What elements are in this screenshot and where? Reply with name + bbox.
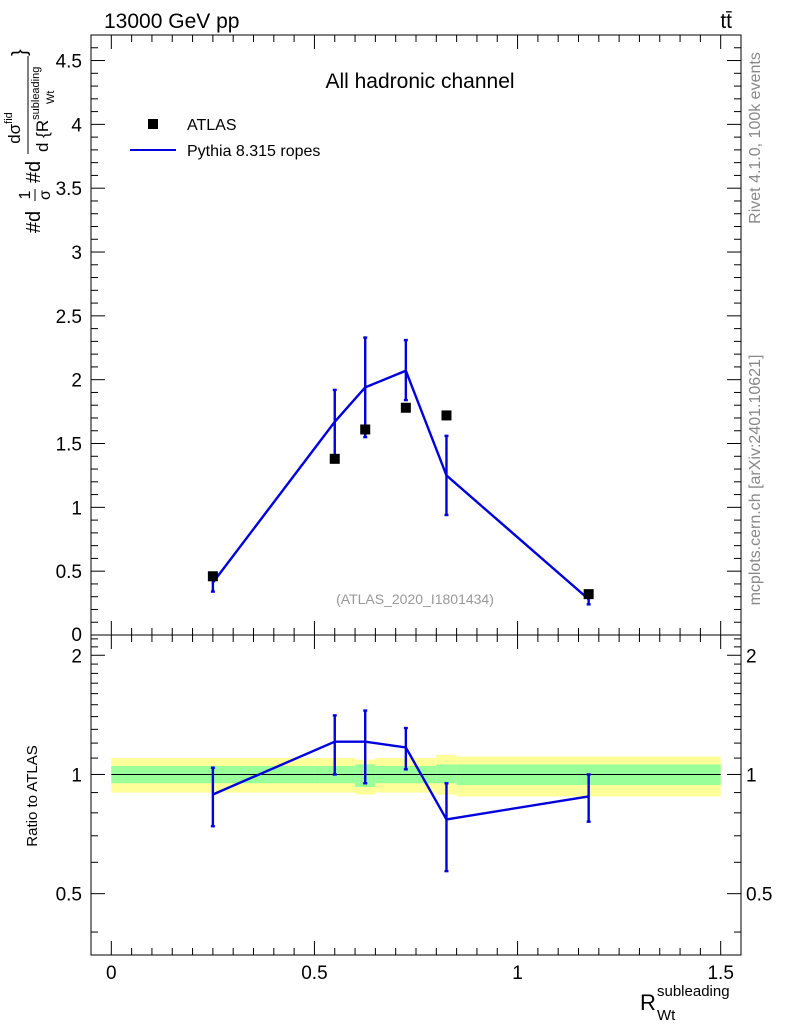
ylabel-frac2-den-sup: subleading <box>30 67 42 120</box>
legend-atlas-marker <box>148 119 158 129</box>
x-axis-label-sub: Wt <box>657 1007 676 1024</box>
ylabel-prefix: #d <box>23 211 45 233</box>
legend-atlas-label: ATLAS <box>187 117 237 134</box>
ratio-frame <box>90 634 742 956</box>
atlas-data-point <box>583 589 594 600</box>
x-axis-label: R subleading Wt <box>640 983 730 1024</box>
main-title: All hadronic channel <box>325 70 514 93</box>
atlas-data-point <box>329 453 340 464</box>
ratio-y-label: Ratio to ATLAS <box>24 745 41 846</box>
main-y-tick-label: 4 <box>71 115 82 136</box>
ratio-y-tick-label: 0.5 <box>56 885 82 906</box>
main-y-tick-label: 4.5 <box>56 52 82 73</box>
energy-label: 13000 GeV pp <box>104 10 239 33</box>
legend: ATLAS Pythia 8.315 ropes <box>130 117 320 160</box>
ylabel-frac2-den: d {R <box>33 120 52 152</box>
x-tick-label: 0.5 <box>301 963 327 984</box>
ratio-y-tick-label-right: 2 <box>746 646 757 667</box>
ratio-y-tick-label-right: 0.5 <box>746 885 772 906</box>
ylabel-frac2-den-end: } <box>9 49 31 56</box>
main-y-label: #d 1 σ #d dσfid d {Rsubleading Wt } <box>3 49 57 233</box>
atlas-data-point <box>441 410 452 421</box>
ratio-stat-band <box>436 764 457 784</box>
ratio-panel: Ratio to ATLAS 0.5 0.5 1 1 2 2 0 0.5 1 1.5 R subl… <box>24 634 772 1024</box>
main-y-tick-label: 3.5 <box>56 179 82 200</box>
atlas-data-point <box>400 402 411 413</box>
ratio-pythia-line <box>212 740 589 821</box>
ylabel-frac2-den-sub: Wt <box>45 91 57 104</box>
main-y-tick-label: 1.5 <box>56 435 82 456</box>
atlas-data-point <box>207 571 218 582</box>
ratio-y-tick-label: 1 <box>71 765 82 786</box>
ylabel-mid: #d <box>23 161 45 183</box>
ratio-y-tick-label-right: 1 <box>746 765 757 786</box>
ylabel-frac2-num-sup: fid <box>3 112 15 124</box>
x-tick-label: 0 <box>106 963 117 984</box>
process-label: tt̄ <box>720 10 732 33</box>
legend-pythia-label: Pythia 8.315 ropes <box>187 143 320 160</box>
main-y-tick-label: 0.5 <box>56 562 82 583</box>
main-y-tick-label: 1 <box>71 498 82 519</box>
x-axis-label-main: R <box>640 990 656 1015</box>
rivet-label: Rivet 4.1.0, 100k events <box>747 52 764 224</box>
ylabel-frac1-den: σ <box>37 190 54 200</box>
atlas-data-point <box>360 424 371 435</box>
analysis-watermark: (ATLAS_2020_I1801434) <box>336 591 494 607</box>
x-axis-label-sup: subleading <box>657 983 730 1000</box>
ylabel-frac1-num: 1 <box>17 190 34 199</box>
main-y-tick-label-zero: 0 <box>71 625 82 646</box>
x-tick-label: 1 <box>512 963 523 984</box>
source-label: mcplots.cern.ch [arXiv:2401.10621] <box>747 355 764 606</box>
svg-text:dσfid: dσfid <box>3 112 24 144</box>
main-y-tick-label: 3 <box>71 243 82 264</box>
main-panel: All hadronic channel (ATLAS_2020_I180143… <box>3 34 742 646</box>
ylabel-frac2-num: dσ <box>5 123 24 143</box>
pythia-line <box>211 369 590 601</box>
x-tick-label: 1.5 <box>707 963 733 984</box>
svg-text:d {Rsubleading: d {Rsubleading <box>30 67 52 152</box>
ratio-y-tick-label: 2 <box>71 646 82 667</box>
svg-text:#d: #d <box>23 211 45 233</box>
main-y-tick-label: 2 <box>71 371 82 392</box>
main-y-tick-label: 2.5 <box>56 307 82 328</box>
